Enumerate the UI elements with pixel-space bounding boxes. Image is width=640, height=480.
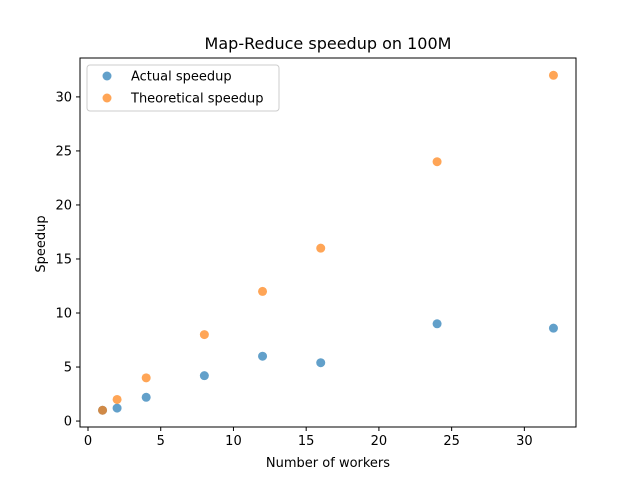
data-point — [316, 358, 326, 368]
legend-marker — [102, 93, 112, 103]
legend-label: Theoretical speedup — [130, 92, 264, 107]
series-actual — [98, 319, 558, 415]
x-tick-label: 10 — [225, 434, 242, 449]
data-point — [141, 392, 151, 402]
data-point — [199, 330, 209, 340]
y-axis-label: Speedup — [34, 215, 49, 272]
plot-area — [79, 57, 577, 428]
y-axis-ticks: 0 5 10 15 20 25 30 — [55, 90, 80, 430]
y-tick-label: 25 — [55, 144, 72, 159]
legend-label: Actual speedup — [131, 70, 232, 85]
x-tick-label: 30 — [516, 434, 533, 449]
x-axis-label: Number of workers — [266, 456, 390, 471]
y-tick-label: 30 — [55, 90, 72, 105]
y-tick-label: 20 — [55, 198, 72, 213]
data-point — [98, 405, 108, 415]
data-point — [316, 243, 326, 253]
data-point — [548, 323, 558, 333]
data-point — [141, 373, 151, 383]
data-point — [548, 70, 558, 80]
data-point — [199, 371, 209, 381]
legend: Actual speedup Theoretical speedup — [86, 64, 280, 112]
data-points — [98, 70, 558, 415]
y-tick-label: 15 — [55, 252, 72, 267]
x-tick-label: 20 — [371, 434, 388, 449]
chart-title: Map-Reduce speedup on 100M — [205, 34, 452, 53]
y-tick-label: 5 — [64, 361, 72, 376]
data-point — [112, 403, 122, 413]
y-tick-label: 0 — [64, 415, 72, 430]
x-tick-label: 25 — [443, 434, 460, 449]
data-point — [258, 286, 268, 296]
data-point — [432, 319, 442, 329]
data-point — [258, 351, 268, 361]
series-theoretical — [98, 70, 558, 415]
data-point — [112, 394, 122, 404]
x-axis-ticks: 0 5 10 15 20 25 30 — [84, 427, 533, 449]
plot-frame — [79, 57, 577, 428]
legend-marker — [102, 71, 112, 81]
x-tick-label: 15 — [298, 434, 315, 449]
data-point — [432, 157, 442, 167]
x-tick-label: 5 — [157, 434, 165, 449]
x-tick-label: 0 — [84, 434, 92, 449]
legend-box — [86, 64, 280, 112]
y-tick-label: 10 — [55, 307, 72, 322]
